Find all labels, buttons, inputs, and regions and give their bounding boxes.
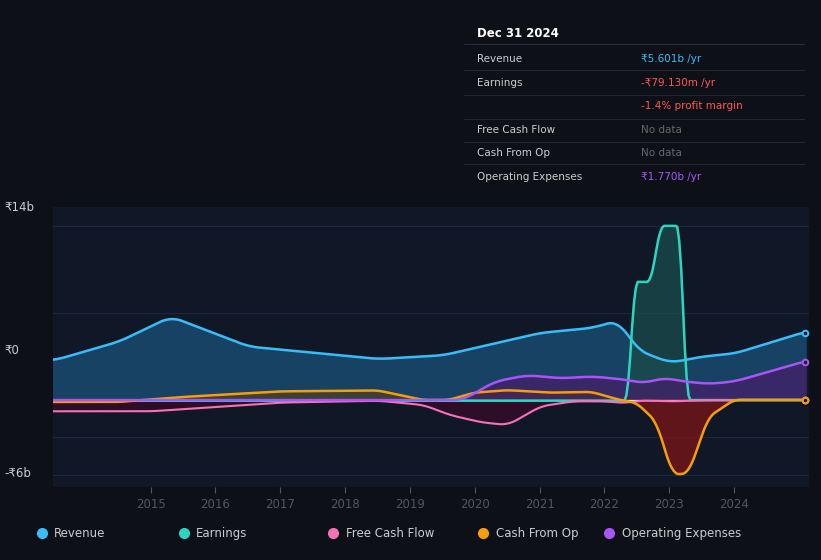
Text: ₹1.770b /yr: ₹1.770b /yr: [641, 172, 701, 182]
Text: Earnings: Earnings: [478, 78, 523, 88]
Text: No data: No data: [641, 148, 682, 158]
Text: Operating Expenses: Operating Expenses: [478, 172, 583, 182]
Text: Operating Expenses: Operating Expenses: [621, 527, 741, 540]
Text: -₹6b: -₹6b: [4, 466, 31, 480]
Text: ₹14b: ₹14b: [4, 200, 34, 214]
Text: Earnings: Earnings: [196, 527, 247, 540]
Text: Dec 31 2024: Dec 31 2024: [478, 27, 559, 40]
Text: ₹5.601b /yr: ₹5.601b /yr: [641, 54, 701, 64]
Text: Revenue: Revenue: [478, 54, 523, 64]
Text: -1.4% profit margin: -1.4% profit margin: [641, 101, 743, 111]
Text: -₹79.130m /yr: -₹79.130m /yr: [641, 78, 715, 88]
Text: Free Cash Flow: Free Cash Flow: [478, 125, 556, 136]
Text: Free Cash Flow: Free Cash Flow: [346, 527, 434, 540]
Text: Cash From Op: Cash From Op: [478, 148, 551, 158]
Text: Cash From Op: Cash From Op: [496, 527, 578, 540]
Text: Revenue: Revenue: [54, 527, 106, 540]
Text: No data: No data: [641, 125, 682, 136]
Text: ₹0: ₹0: [4, 343, 19, 357]
